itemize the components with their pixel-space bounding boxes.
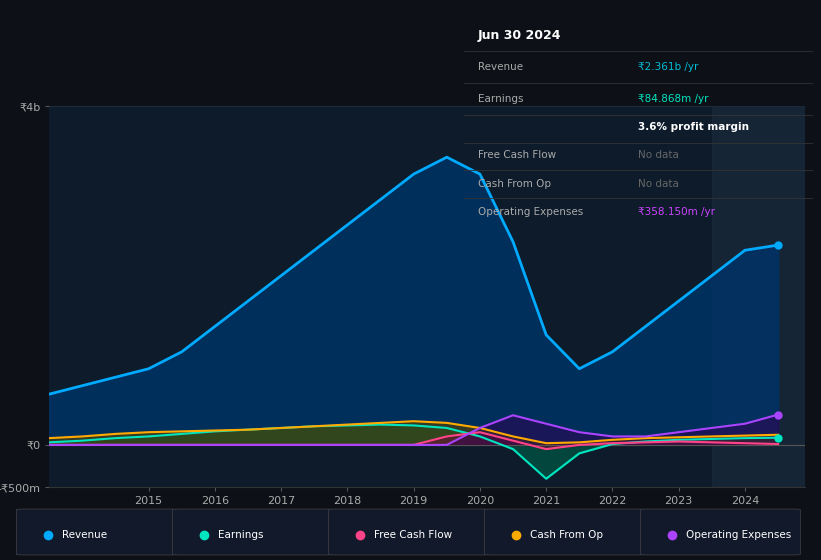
Bar: [712, 106, 805, 487]
Text: Revenue: Revenue: [478, 62, 523, 72]
Text: Revenue: Revenue: [62, 530, 107, 540]
Text: Free Cash Flow: Free Cash Flow: [478, 151, 556, 161]
FancyBboxPatch shape: [640, 509, 800, 555]
Text: ₹2.361b /yr: ₹2.361b /yr: [639, 62, 699, 72]
Text: Operating Expenses: Operating Expenses: [686, 530, 791, 540]
FancyBboxPatch shape: [16, 509, 177, 555]
Text: Free Cash Flow: Free Cash Flow: [374, 530, 452, 540]
Text: No data: No data: [639, 179, 679, 189]
FancyBboxPatch shape: [328, 509, 488, 555]
Text: Cash From Op: Cash From Op: [530, 530, 603, 540]
Text: Earnings: Earnings: [218, 530, 263, 540]
Text: Cash From Op: Cash From Op: [478, 179, 551, 189]
Text: ₹84.868m /yr: ₹84.868m /yr: [639, 94, 709, 104]
Text: Jun 30 2024: Jun 30 2024: [478, 29, 562, 41]
FancyBboxPatch shape: [484, 509, 644, 555]
Text: ₹358.150m /yr: ₹358.150m /yr: [639, 207, 715, 217]
FancyBboxPatch shape: [172, 509, 333, 555]
Text: Operating Expenses: Operating Expenses: [478, 207, 583, 217]
Text: Earnings: Earnings: [478, 94, 523, 104]
Text: No data: No data: [639, 151, 679, 161]
Text: 3.6% profit margin: 3.6% profit margin: [639, 122, 750, 132]
